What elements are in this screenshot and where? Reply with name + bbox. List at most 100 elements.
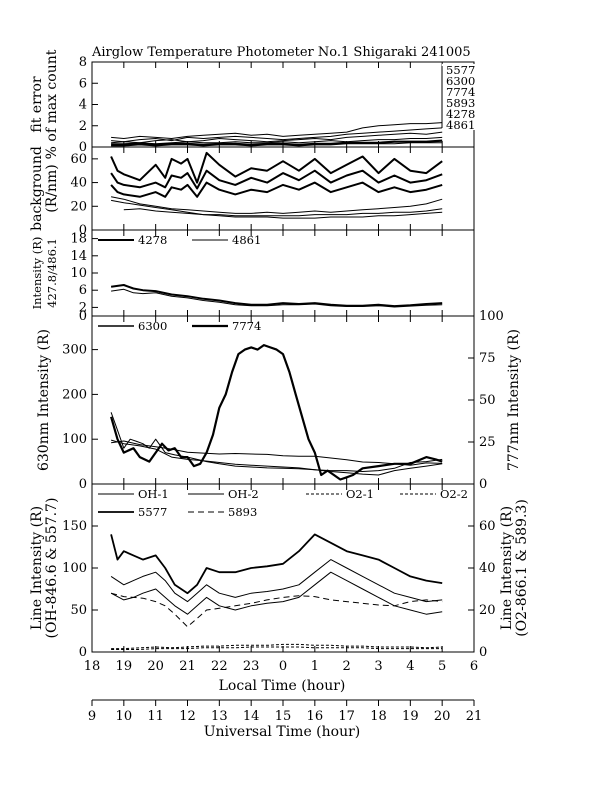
x-tick-label-ut: 17 [338,709,355,724]
y-axis-title-right-line: (O2-866.1 & 589.3) [514,499,530,637]
y-axis-title-right: Line Intensity (R)(O2-866.1 & 589.3) [499,499,530,637]
series-bg-a [111,153,442,183]
legend-entry: OH-2 [228,487,259,501]
legend-entry: 7774 [232,319,261,333]
panel-frame [92,316,474,484]
x-tick-label-ut: 18 [370,709,387,724]
x-tick-label-ut: 13 [211,709,228,724]
panel-oi-red: 0 100 200 300 0 25 50 75 100 630nm Intensity (R) 7… [36,309,522,492]
y-tick-label: 2 [79,119,87,134]
y-tick-label: 0 [79,645,87,660]
series-4278 [111,285,442,306]
y-right-tick-label: 0 [479,477,487,492]
x-tick-label-ut: 21 [466,709,483,724]
panel-series [111,123,442,146]
series-5577 [111,123,442,139]
y-tick-label: 10 [70,266,87,281]
panel-series [111,285,442,307]
y-tick-label: 100 [62,561,87,576]
y-axis-title-line: (OH-846.6 & 557.7) [44,498,60,639]
y-axis-title-right-line: 777nm Intensity (R) [506,329,522,471]
y-tick-label: 2 [79,300,87,315]
y-axis-title: Line Intensity (R)(OH-846.6 & 557.7) [29,498,60,639]
x-tick-label-local: 1 [311,659,319,674]
x-axis-title-ut: Universal Time (hour) [204,724,361,740]
y-tick-label: 300 [62,343,87,358]
x-tick-label-ut: 19 [402,709,419,724]
series-6300 [111,345,442,479]
legend-entry: 4278 [138,233,167,247]
legend-entry: 4861 [446,118,475,132]
y-axis-title: Intensity (R)427.8/486.1 [30,237,59,310]
panel-line-intensity: 0 50 100 150 0 20 40 60 Line Intensity (R)(OH-84… [29,484,530,660]
x-tick-label-ut: 16 [307,709,324,724]
y-right-tick-label: 20 [479,603,496,618]
airglow-chart: Airglow Temperature Photometer No.1 Shig… [0,0,612,792]
panel-frame [92,147,474,230]
x-tick-label-local: 21 [179,659,196,674]
y-right-tick-label: 60 [479,519,496,534]
x-tick-label-local: 22 [211,659,228,674]
y-tick-label: 14 [70,249,87,264]
panel-fit-error: 0 2 4 6 8 fit error% of max count 557763007774… [29,49,476,159]
x-tick-label-local: 4 [406,659,414,674]
x-axis-title-local: Local Time (hour) [219,678,346,694]
legend-entry: O2-1 [346,487,374,501]
y-tick-label: 150 [62,519,87,534]
panel-frame [92,62,474,147]
series-5577 [111,534,442,593]
x-tick-label-local: 23 [243,659,260,674]
y-tick-label: 8 [79,55,87,70]
x-tick-label-local: 19 [116,659,133,674]
panel-series [111,153,442,218]
series-OH-2 [111,572,442,614]
y-axis-title-line: Line Intensity (R) [29,506,45,630]
y-right-tick-label: 100 [479,309,504,324]
y-tick-label: 20 [70,199,87,214]
y-tick-label: 200 [62,387,87,402]
panels-layer: 0 2 4 6 8 fit error% of max count 5577 6300 7774… [29,49,530,724]
y-axis-title-line: fit error [29,76,45,133]
panel-background: 0 20 40 60 background(R/nm) [29,146,474,238]
y-right-tick-label: 0 [479,645,487,660]
y-right-tick-label: 25 [479,435,496,450]
y-tick-label: 4 [79,98,87,113]
y-axis-title-right: 777nm Intensity (R) [506,329,522,471]
y-right-tick-label: 50 [479,393,496,408]
y-tick-label: 100 [62,432,87,447]
y-axis-title-line: % of max count [44,49,60,159]
y-axis-title-line: 427.8/486.1 [45,238,59,308]
y-axis-title-line: 630nm Intensity (R) [36,329,52,471]
y-tick-label: 50 [70,603,87,618]
x-tick-label-ut: 12 [179,709,196,724]
y-axis-title: 630nm Intensity (R) [36,329,52,471]
y-tick-label: 0 [79,477,87,492]
series-OH-1 [111,560,442,602]
x-tick-label-ut: 15 [275,709,292,724]
legend-entry: 6300 [138,319,167,333]
x-tick-label-local: 18 [84,659,101,674]
x-tick-label-ut: 11 [147,709,164,724]
x-tick-label-ut: 9 [88,709,96,724]
x-tick-label-local: 2 [343,659,351,674]
y-tick-label: 18 [70,232,87,247]
y-axis-title-line: background [29,146,45,231]
series-5893 [111,593,442,627]
y-axis-title-line: (R/nm) [44,164,60,212]
legend-entry: 5577 [138,505,167,519]
legend-entry: OH-1 [138,487,169,501]
chart-title: Airglow Temperature Photometer No.1 Shig… [91,45,471,60]
x-tick-label-ut: 10 [116,709,133,724]
x-tick-label-local: 0 [279,659,287,674]
legend-entry: O2-2 [440,487,468,501]
y-right-tick-label: 40 [479,561,496,576]
y-axis-title: fit error% of max count [29,49,60,159]
panel-series [111,345,442,479]
legend-entry: 4861 [232,233,261,247]
panel-intensity-blue: 02 6 10 14 18 Intensity (R)427.8/486.1 4278 486… [30,230,474,324]
y-tick-label: 6 [79,76,87,91]
y-tick-label: 60 [70,152,87,167]
legend-entry: 5893 [228,505,257,519]
x-tick-label-local: 20 [147,659,164,674]
x-tick-label-ut: 20 [434,709,451,724]
